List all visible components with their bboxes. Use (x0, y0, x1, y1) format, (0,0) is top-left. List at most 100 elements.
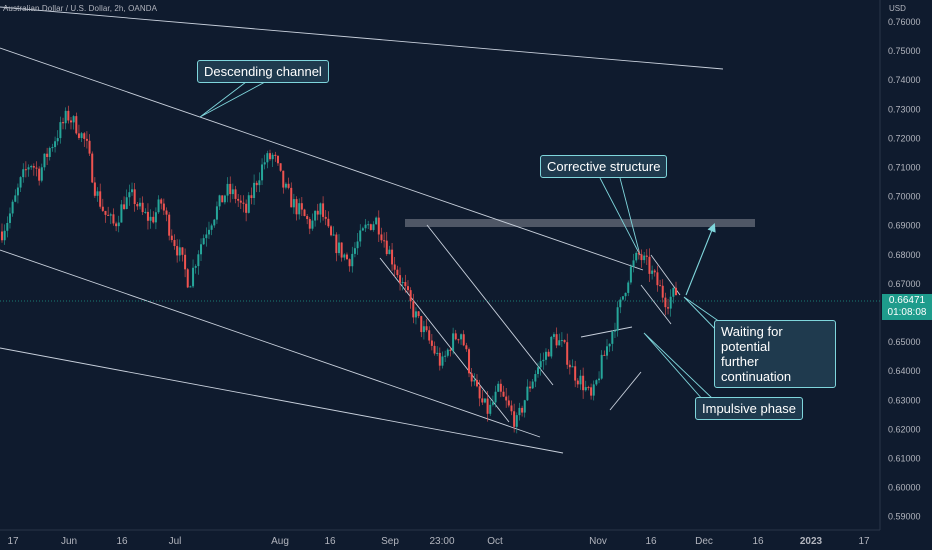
waiting-pointer (683, 296, 721, 335)
candle-body (107, 214, 110, 216)
candle-body (388, 249, 391, 255)
candle-body (125, 197, 128, 209)
candle-body (603, 354, 606, 356)
candle-body (91, 153, 94, 183)
candle-body (345, 254, 348, 260)
candle-body (611, 331, 614, 344)
candle-body (542, 359, 545, 362)
candle-body (518, 407, 521, 416)
candle-body (194, 266, 197, 268)
candle-body (303, 209, 306, 217)
candle-body (54, 141, 57, 148)
price-tick-label: 0.65000 (888, 337, 921, 347)
candle-body (478, 386, 481, 399)
candle-body (162, 203, 165, 211)
candle-body (96, 191, 99, 196)
candle-body (497, 383, 500, 392)
waiting-continuation-callout[interactable]: Waiting for potential further continuati… (714, 320, 836, 388)
price-axis-unit: USD (889, 4, 906, 13)
candle-body (6, 222, 9, 231)
candle-body (414, 311, 417, 318)
candle-body (149, 216, 152, 221)
candle-body (425, 326, 428, 331)
candle-body (499, 383, 502, 392)
candle-body (560, 340, 563, 342)
candle-body (473, 380, 476, 382)
candle-body (669, 296, 672, 309)
candle-body (64, 110, 67, 124)
candle-body (635, 252, 638, 261)
candle-body (385, 240, 388, 255)
impulsive-phase-callout[interactable]: Impulsive phase (695, 397, 803, 420)
candle-body (558, 340, 561, 346)
channel-base-line[interactable] (0, 347, 564, 454)
impulse-upper-line[interactable] (426, 224, 554, 386)
candle-body (32, 165, 35, 168)
candle-body (590, 387, 593, 396)
candle-body (152, 216, 155, 223)
price-tick-label: 0.64000 (888, 366, 921, 376)
resistance-zone[interactable] (405, 219, 755, 227)
candle-body (648, 256, 651, 274)
candle-body (584, 387, 587, 391)
candle-body (436, 352, 439, 354)
candle-body (51, 147, 54, 149)
candle-body (93, 182, 96, 196)
candle-body (616, 307, 619, 331)
candle-body (85, 138, 88, 141)
candle-body (563, 340, 566, 343)
candle-body (364, 224, 367, 229)
candle-body (624, 292, 627, 297)
candle-body (59, 122, 62, 139)
candle-body (178, 247, 181, 256)
upper-long-trendline[interactable] (0, 6, 724, 70)
candle-body (173, 240, 176, 247)
candle-body (404, 282, 407, 287)
candle-body (417, 311, 420, 317)
candle-body (576, 380, 579, 385)
candle-body (449, 349, 452, 351)
candle-body (316, 210, 319, 215)
candle-body (653, 270, 656, 273)
channel-lower-line[interactable] (0, 249, 541, 438)
corrective-structure-callout[interactable]: Corrective structure (540, 155, 668, 178)
candle-body (255, 182, 258, 186)
candle-body (513, 411, 516, 427)
current-price-badge[interactable]: 0.66471 01:08:08 (882, 294, 932, 320)
candle-body (237, 198, 240, 201)
descending-channel-callout[interactable]: Descending channel (197, 60, 329, 83)
candle-body (552, 334, 555, 337)
candle-body (380, 234, 383, 241)
candle-body (454, 333, 457, 340)
channel-upper-line[interactable] (0, 47, 644, 271)
candle-body (327, 218, 330, 227)
candle-body (300, 203, 303, 210)
price-tick-label: 0.71000 (888, 163, 921, 173)
candle-body (322, 203, 325, 217)
waiting-text-line-2: further continuation (721, 354, 792, 384)
wedge-lower-line[interactable] (640, 284, 672, 325)
candle-body (627, 282, 630, 293)
candle-body (197, 254, 200, 267)
candle-body (271, 154, 274, 160)
time-tick-label: Jul (169, 536, 182, 547)
candle-body (566, 342, 569, 365)
candle-body (27, 167, 30, 170)
projection-arrow[interactable] (685, 222, 716, 296)
candle-body (667, 307, 670, 309)
candle-body (338, 242, 340, 254)
candle-body (582, 375, 585, 391)
candle-body (77, 133, 80, 138)
candle-body (401, 282, 404, 284)
candle-body (659, 285, 662, 287)
candle-body (486, 398, 489, 414)
candle-body (213, 219, 216, 226)
flag-upper-line[interactable] (580, 326, 633, 338)
candle-body (223, 195, 226, 203)
candle-body (287, 183, 290, 188)
price-tick-label: 0.74000 (888, 75, 921, 85)
candle-body (247, 195, 250, 213)
flag-lower-line[interactable] (609, 371, 642, 411)
candle-body (399, 275, 402, 283)
